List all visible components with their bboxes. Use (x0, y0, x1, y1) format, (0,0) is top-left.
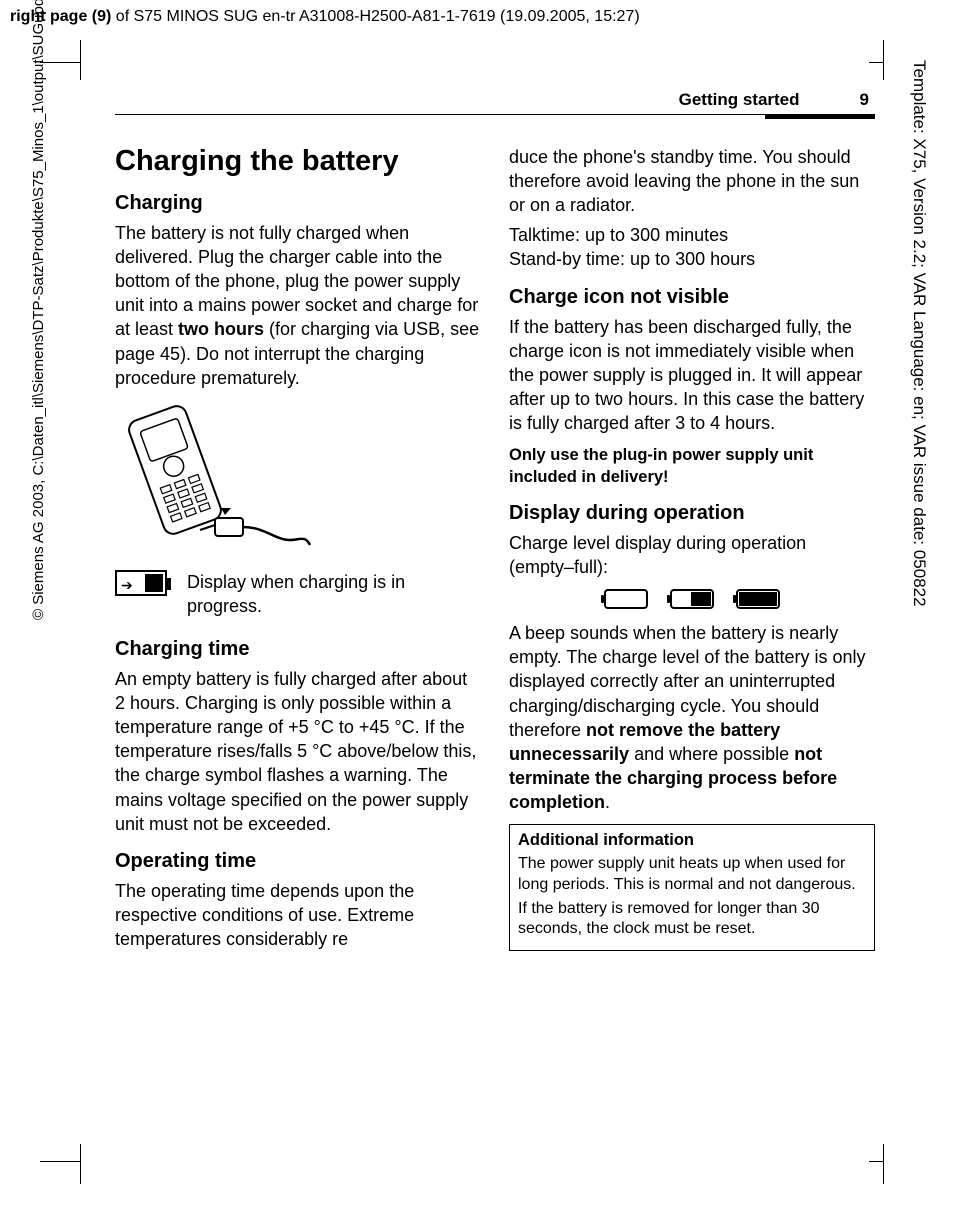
heading-operating-time: Operating time (115, 850, 481, 873)
left-column: Charging the battery Charging The batter… (115, 145, 481, 957)
right-side-text: Template: X75, Version 2.2; VAR Language… (909, 60, 929, 607)
para-beep-warning: A beep sounds when the battery is nearly… (509, 621, 875, 814)
crop-mark (80, 40, 81, 80)
crop-mark (80, 1144, 81, 1184)
left-side-text: © Siemens AG 2003, C:\Daten_itl\Siemens\… (30, 0, 47, 620)
charging-progress-icon: ➔ (115, 570, 167, 596)
phone-charging-illustration (115, 400, 481, 560)
section-name: Getting started (679, 90, 800, 110)
header-accent-bar (765, 114, 875, 119)
charging-icon-caption-row: ➔ Display when charging is in progress. (115, 570, 481, 624)
info-box-para-1: The power supply unit heats up when used… (518, 854, 866, 895)
page-title: Charging the battery (115, 145, 481, 178)
crop-mark (40, 1161, 80, 1162)
info-box-title: Additional information (518, 831, 866, 850)
page-number: 9 (860, 90, 875, 110)
heading-charging: Charging (115, 192, 481, 215)
para-operating-time: The operating time depends upon the resp… (115, 879, 481, 951)
para-charge-icon-not-visible: If the battery has been discharged fully… (509, 315, 875, 436)
para-standby: Stand-by time: up to 300 hours (509, 247, 875, 271)
battery-level-icons (509, 589, 875, 609)
para-charging: The battery is not fully charged when de… (115, 221, 481, 390)
crop-mark (40, 62, 80, 63)
crop-mark (869, 62, 884, 63)
para-charging-time: An empty battery is fully charged after … (115, 667, 481, 836)
additional-information-box: Additional information The power supply … (509, 824, 875, 951)
charging-icon-caption: Display when charging is in progress. (187, 570, 481, 618)
para-operating-time-cont: duce the phone's standby time. You shoul… (509, 145, 875, 217)
crop-mark (883, 40, 884, 80)
crop-mark (869, 1161, 884, 1162)
heading-charging-time: Charging time (115, 638, 481, 661)
page-content: Getting started 9 Charging the battery C… (115, 90, 875, 957)
para-charge-level-intro: Charge level display during operation (e… (509, 531, 875, 579)
top-meta-rest: of S75 MINOS SUG en-tr A31008-H2500-A81-… (111, 8, 639, 25)
crop-mark (883, 1144, 884, 1184)
info-box-para-2: If the battery is removed for longer tha… (518, 899, 866, 940)
heading-display-during-operation: Display during operation (509, 502, 875, 525)
right-column: duce the phone's standby time. You shoul… (509, 145, 875, 957)
top-meta-prefix: right page (9) (10, 8, 111, 25)
heading-charge-icon-not-visible: Charge icon not visible (509, 286, 875, 309)
running-header: Getting started 9 (115, 90, 875, 115)
note-power-supply: Only use the plug-in power supply unit i… (509, 445, 875, 488)
battery-full-icon (736, 589, 780, 609)
battery-empty-icon (604, 589, 648, 609)
top-meta-line: right page (9) of S75 MINOS SUG en-tr A3… (10, 8, 640, 26)
para-talktime: Talktime: up to 300 minutes (509, 223, 875, 247)
battery-half-icon (670, 589, 714, 609)
